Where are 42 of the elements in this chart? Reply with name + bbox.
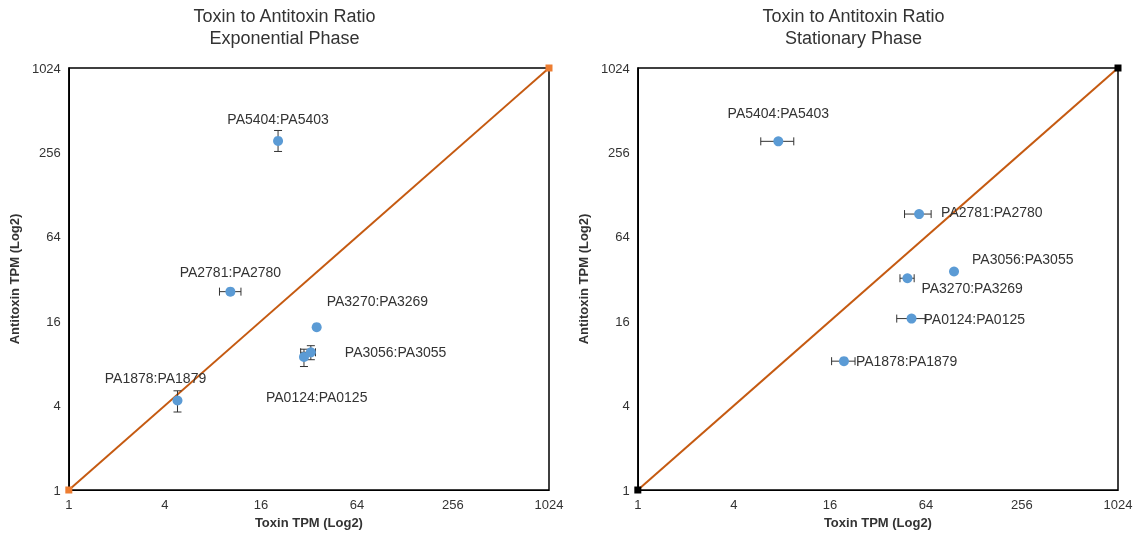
annotation: PA0124:PA0125: [265, 388, 368, 405]
y-tick-label: 1024: [600, 60, 630, 76]
x-tick-label: 256: [1011, 497, 1033, 512]
x-axis-title: Toxin TPM (Log2): [254, 515, 363, 530]
x-tick-label: 1: [634, 497, 642, 512]
x-tick-label: 1024: [1103, 497, 1133, 512]
annotation: PA3056:PA3055: [972, 251, 1074, 268]
x-tick-label: 4: [161, 497, 169, 512]
chart-subtitle: Exponential Phase: [209, 28, 360, 48]
y-tick-label: 4: [53, 398, 61, 414]
x-tick-label: 64: [918, 497, 934, 512]
chart-subtitle: Stationary Phase: [784, 28, 923, 48]
y-tick-label: 64: [615, 229, 630, 245]
y-axis-title: Antitoxin TPM (Log2): [576, 213, 591, 345]
chart-title: Toxin to Antitoxin Ratio: [193, 6, 376, 26]
y-tick-label: 1: [622, 482, 630, 498]
y-tick-label: 256: [608, 144, 630, 160]
x-tick-label: 4: [730, 497, 738, 512]
x-axis-title: Toxin TPM (Log2): [823, 515, 932, 530]
x-tick-label: 64: [349, 497, 365, 512]
annotation: PA3270:PA3269: [921, 280, 1024, 297]
annotation: PA1878:PA1879: [855, 353, 958, 370]
x-tick-label: 1024: [534, 497, 564, 512]
y-tick-label: 1: [53, 482, 61, 498]
annotation: PA5404:PA5403: [727, 105, 830, 122]
x-tick-label: 256: [442, 497, 464, 512]
x-tick-label: 16: [253, 497, 269, 512]
y-tick-label: 16: [615, 313, 630, 329]
annotation: PA3270:PA3269: [326, 293, 429, 310]
x-tick-label: 16: [822, 497, 838, 512]
annotation: PA2781:PA2780: [179, 263, 282, 280]
annotation: PA5404:PA5403: [227, 110, 329, 127]
annotation: PA0124:PA0125: [923, 310, 1026, 327]
annotation: PA3056:PA3055: [344, 344, 447, 361]
x-tick-label: 1: [65, 497, 73, 512]
y-tick-label: 256: [39, 144, 61, 160]
y-tick-label: 4: [622, 398, 630, 414]
y-tick-label: 1024: [31, 60, 61, 76]
y-tick-label: 64: [46, 229, 61, 245]
y-tick-label: 16: [46, 313, 61, 329]
chart-title: Toxin to Antitoxin Ratio: [762, 6, 945, 26]
y-axis-title: Antitoxin TPM (Log2): [7, 213, 22, 345]
